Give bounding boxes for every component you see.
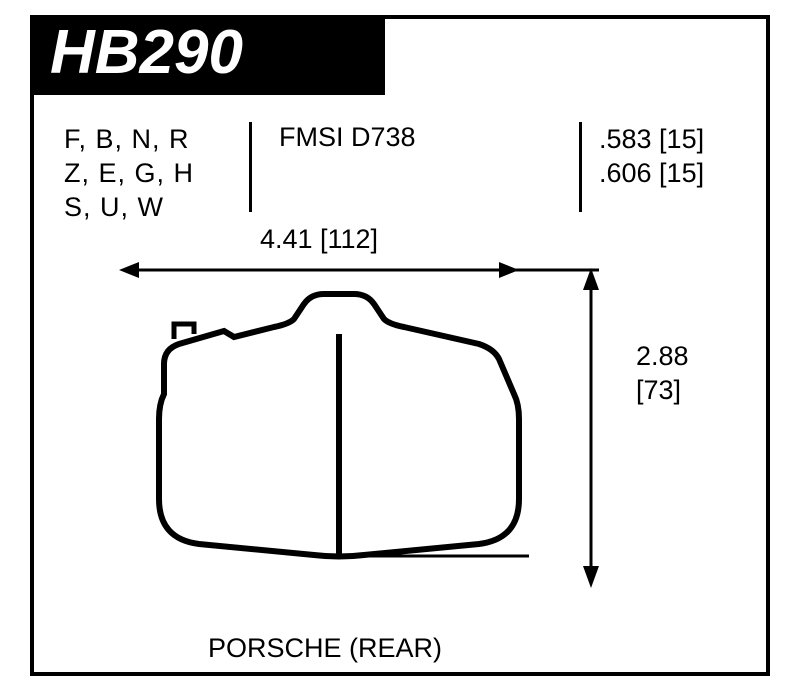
height-arrow	[579, 268, 603, 588]
thickness-line: .583 [15]	[599, 122, 704, 156]
compounds-column: F, B, N, R Z, E, G, H S, U, W	[64, 122, 194, 224]
width-dimension: 4.41 [112]	[119, 224, 519, 259]
part-number-bar: HB290	[30, 15, 385, 95]
compounds-line: S, U, W	[64, 190, 194, 224]
thickness-line: .606 [15]	[599, 156, 704, 190]
fmsi-code: FMSI D738	[279, 122, 416, 152]
part-number: HB290	[50, 18, 243, 87]
application-label: PORSCHE (REAR)	[34, 633, 616, 664]
column-divider	[249, 122, 252, 212]
height-dimension: 2.88 [73]	[636, 339, 746, 407]
thickness-column: .583 [15] .606 [15]	[599, 122, 704, 190]
diagram-area: 4.41 [112] 2.88	[34, 224, 766, 672]
compounds-line: F, B, N, R	[64, 122, 194, 156]
column-divider	[579, 122, 582, 212]
brake-pad-outline	[119, 289, 529, 599]
height-label-mm: [73]	[636, 373, 746, 407]
width-label: 4.41 [112]	[119, 224, 519, 255]
fmsi-column: FMSI D738	[279, 122, 416, 153]
compounds-line: Z, E, G, H	[64, 156, 194, 190]
height-ext-line	[339, 268, 599, 272]
height-label-in: 2.88	[636, 339, 746, 373]
specs-row: F, B, N, R Z, E, G, H S, U, W FMSI D738 …	[34, 114, 766, 214]
spec-frame: HB290 F, B, N, R Z, E, G, H S, U, W FMSI…	[30, 15, 770, 676]
